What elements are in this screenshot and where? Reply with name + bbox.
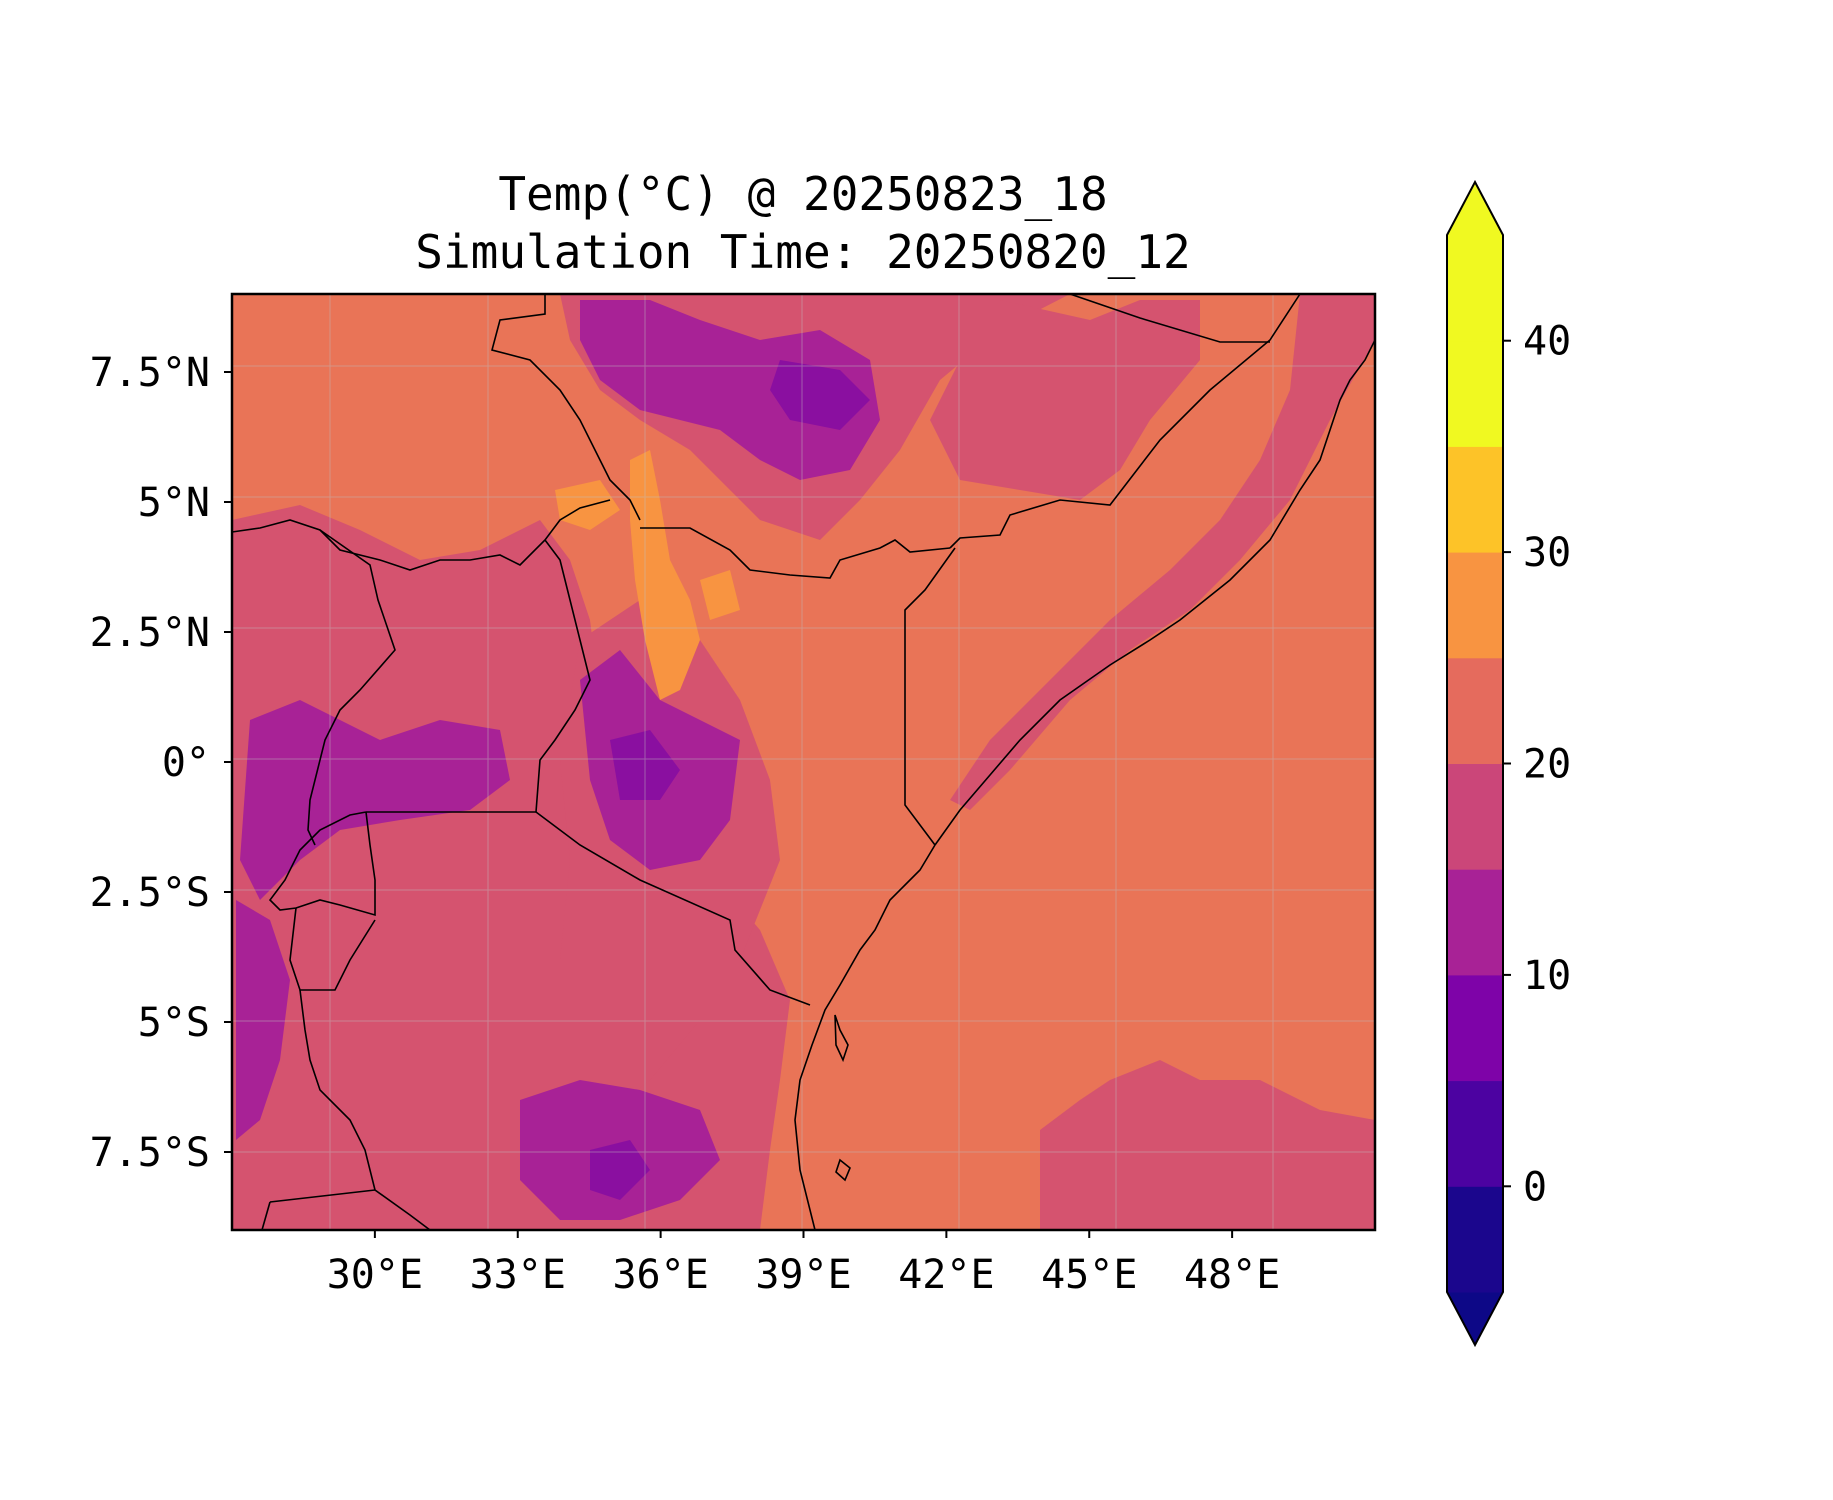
colorbar-tick-label: 10	[1523, 953, 1571, 999]
y-tick-label: 0°	[162, 740, 210, 786]
temp-region-30-35-patch-2	[700, 570, 740, 620]
border-uganda-kenya	[535, 539, 591, 813]
x-axis-ticks: 30°E 33°E 36°E 39°E 42°E 45°E 48°E	[327, 1230, 1280, 1298]
temp-region-20-25-coast-band	[950, 294, 1375, 810]
x-tick-label: 30°E	[327, 1252, 423, 1298]
colorbar-band	[1447, 340, 1503, 447]
colorbar-band	[1447, 763, 1503, 870]
colorbar-band	[1447, 1186, 1503, 1293]
x-tick-label: 33°E	[470, 1252, 566, 1298]
colorbar-band	[1447, 1080, 1503, 1187]
coastline-somalia	[934, 339, 1375, 846]
temp-region-30-35-patch	[555, 480, 620, 530]
temp-region-15-20-north	[580, 300, 880, 480]
y-tick-label: 5°N	[138, 480, 210, 526]
colorbar-band	[1447, 869, 1503, 976]
island-zanzibar	[834, 1014, 849, 1063]
colorbar-tick-label: 30	[1523, 530, 1571, 576]
colorbar-tick-label: 0	[1523, 1164, 1547, 1210]
colorbar-band	[1447, 446, 1503, 553]
colorbar-tick-label: 20	[1523, 742, 1571, 788]
temp-region-10-15-spot-north	[770, 360, 870, 430]
x-tick-label: 36°E	[612, 1252, 708, 1298]
border-uganda-north	[232, 499, 611, 571]
border-kenya-somalia	[904, 547, 956, 846]
temp-region-10-15-spot-central	[610, 730, 680, 800]
colorbar: 0 10 20 30 40	[1446, 179, 1571, 1348]
map-title-line1: Temp(°C) @ 20250823_18	[498, 167, 1107, 221]
island-mafia	[835, 1158, 851, 1182]
coastline-kenya-tanzania	[794, 844, 936, 1230]
y-tick-label: 7.5°S	[90, 1130, 210, 1176]
colorbar-over-arrow	[1447, 182, 1503, 235]
map-title-line2: Simulation Time: 20250820_12	[415, 225, 1190, 279]
colorbar-band	[1447, 974, 1503, 1082]
y-tick-label: 2.5°S	[90, 870, 210, 916]
border-lake-tanganyika	[299, 989, 431, 1230]
colorbar-band	[1447, 235, 1503, 342]
country-borders	[232, 294, 1375, 1230]
border-sw-corner	[261, 1201, 271, 1230]
border-kenya-tanzania	[535, 811, 811, 1006]
colorbar-tick-label: 40	[1523, 319, 1571, 365]
border-south-sudan-ethiopia	[491, 294, 641, 521]
x-tick-label: 42°E	[898, 1252, 994, 1298]
x-tick-label: 39°E	[755, 1252, 851, 1298]
colorbar-outline	[1446, 179, 1504, 1348]
temp-region-10-15-spot-south	[590, 1140, 650, 1200]
map-area	[232, 294, 1375, 1230]
colorbar-band	[1447, 552, 1503, 659]
x-tick-label: 48°E	[1184, 1252, 1280, 1298]
border-drc-uganda-west	[307, 529, 396, 846]
temp-region-15-20-west	[240, 700, 510, 900]
border-tanzania-west	[289, 907, 376, 991]
border-somaliland	[1069, 294, 1270, 343]
x-tick-label: 45°E	[1041, 1252, 1137, 1298]
y-tick-label: 7.5°N	[90, 350, 210, 396]
y-tick-label: 2.5°N	[90, 610, 210, 656]
temp-region-15-20-sw	[236, 900, 290, 1140]
border-zambia-tanzania	[269, 1189, 376, 1203]
temp-region-20-25-southeast	[1040, 1060, 1375, 1230]
temp-region-20-25-ne	[930, 300, 1200, 500]
y-tick-label: 5°S	[138, 1000, 210, 1046]
border-ethiopia-somalia	[949, 294, 1301, 549]
border-rwanda-burundi-drc	[268, 811, 376, 917]
border-ethiopia-kenya	[640, 527, 951, 579]
colorbar-under-arrow	[1447, 1292, 1503, 1345]
temp-region-30-35-rift	[630, 450, 700, 700]
colorbar-band	[1447, 657, 1503, 764]
y-axis-ticks: 7.5°N 5°N 2.5°N 0° 2.5°S 5°S 7.5°S	[90, 350, 232, 1176]
